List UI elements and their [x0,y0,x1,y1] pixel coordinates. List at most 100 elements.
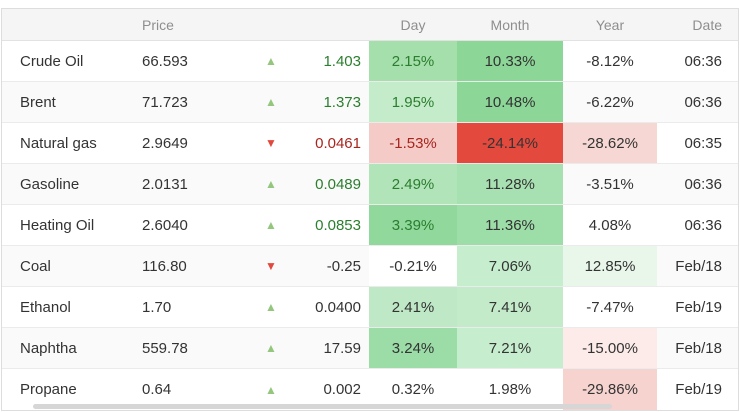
year-cell: -3.51% [586,175,634,193]
up-arrow-icon: ▲ [265,54,277,68]
month-cell: 7.06% [457,246,563,286]
month-cell: 7.21% [457,328,563,368]
table-row: Ethanol 1.70 ▲ 0.0400 2.41% 7.41% -7.47%… [2,287,738,328]
year-cell: -6.22% [586,93,634,111]
commodity-name[interactable]: Coal [20,257,51,275]
change-value: 0.0400 [315,298,361,316]
year-cell: 4.08% [588,216,632,234]
table-row: Crude Oil 66.593 ▲ 1.403 2.15% 10.33% -8… [2,41,738,82]
price-value: 2.9649 [142,134,188,152]
table-header-row: Price Day Month Year Date [2,9,738,41]
header-price: Price [142,16,174,33]
month-cell: 10.33% [457,41,563,81]
month-cell: 10.48% [457,82,563,122]
price-value: 1.70 [142,298,172,316]
header-year: Year [595,16,625,33]
change-value: 0.002 [323,381,361,398]
up-arrow-icon: ▲ [265,95,277,109]
commodity-name[interactable]: Gasoline [20,175,80,193]
day-cell: 2.41% [369,287,457,327]
year-cell: -7.47% [586,298,634,316]
month-cell: 11.36% [457,205,563,245]
month-cell: 11.28% [457,164,563,204]
change-value: 17.59 [323,339,361,357]
table-row: Heating Oil 2.6040 ▲ 0.0853 3.39% 11.36%… [2,205,738,246]
date-value: 06:36 [684,216,722,234]
up-arrow-icon: ▲ [265,341,277,355]
commodity-name[interactable]: Naphtha [20,339,77,357]
down-arrow-icon: ▼ [265,259,277,273]
arrow-cell: ▲ [241,164,301,204]
table-row: Naphtha 559.78 ▲ 17.59 3.24% 7.21% -15.0… [2,328,738,369]
commodity-name[interactable]: Heating Oil [20,216,95,234]
arrow-cell: ▲ [241,82,301,122]
date-value: 06:36 [684,175,722,193]
day-cell: 0.32% [369,369,457,410]
arrow-cell: ▲ [241,41,301,81]
change-value: 1.403 [323,52,361,70]
header-arrow-spacer [241,9,301,40]
horizontal-scrollbar-thumb[interactable] [33,404,612,409]
arrow-cell: ▲ [241,287,301,327]
price-value: 2.0131 [142,175,188,193]
header-month: Month [490,16,530,33]
year-cell: -8.12% [586,52,634,70]
change-value: 0.0853 [315,216,361,234]
date-value: 06:36 [684,93,722,111]
day-cell: 2.49% [369,164,457,204]
price-value: 0.64 [142,381,172,398]
change-value: -0.25 [326,257,361,275]
date-value: 06:36 [684,52,722,70]
price-value: 2.6040 [142,216,188,234]
up-arrow-icon: ▲ [265,177,277,191]
price-value: 116.80 [142,257,187,275]
header-day: Day [400,16,426,33]
up-arrow-icon: ▲ [265,382,277,397]
table-row: Gasoline 2.0131 ▲ 0.0489 2.49% 11.28% -3… [2,164,738,205]
day-cell: 1.95% [369,82,457,122]
year-cell: -29.86% [563,369,657,410]
header-change-spacer [301,9,369,40]
date-value: Feb/19 [675,298,722,316]
price-value: 559.78 [142,339,188,357]
year-cell: 12.85% [563,246,657,286]
commodities-table: Price Day Month Year Date Crude Oil 66.5… [1,8,739,411]
table-body: Crude Oil 66.593 ▲ 1.403 2.15% 10.33% -8… [2,41,738,410]
year-cell: -15.00% [563,328,657,368]
month-cell: 1.98% [457,369,563,410]
arrow-cell: ▼ [241,246,301,286]
arrow-cell: ▼ [241,123,301,163]
up-arrow-icon: ▲ [265,300,277,314]
day-cell: -1.53% [369,123,457,163]
month-cell: 7.41% [457,287,563,327]
header-date: Date [692,16,722,33]
commodity-name[interactable]: Ethanol [20,298,71,316]
arrow-cell: ▲ [241,328,301,368]
date-value: 06:35 [684,134,722,152]
table-row: Propane 0.64 ▲ 0.002 0.32% 1.98% -29.86%… [2,369,738,410]
down-arrow-icon: ▼ [265,136,277,150]
change-value: 0.0461 [315,134,361,152]
commodity-name[interactable]: Brent [20,93,56,111]
table-row: Natural gas 2.9649 ▼ 0.0461 -1.53% -24.1… [2,123,738,164]
date-value: Feb/18 [675,339,722,357]
change-value: 1.373 [323,93,361,111]
table-row: Brent 71.723 ▲ 1.373 1.95% 10.48% -6.22%… [2,82,738,123]
price-value: 71.723 [142,93,188,111]
commodity-name[interactable]: Propane [20,381,77,398]
commodity-name[interactable]: Natural gas [20,134,97,152]
day-cell: -0.21% [369,246,457,286]
up-arrow-icon: ▲ [265,218,277,232]
day-cell: 3.39% [369,205,457,245]
month-cell: -24.14% [457,123,563,163]
year-cell: -28.62% [563,123,657,163]
day-cell: 3.24% [369,328,457,368]
date-value: Feb/19 [675,381,722,398]
date-value: Feb/18 [675,257,722,275]
arrow-cell: ▲ [241,369,301,410]
header-name-spacer [2,9,131,40]
arrow-cell: ▲ [241,205,301,245]
table-row: Coal 116.80 ▼ -0.25 -0.21% 7.06% 12.85% … [2,246,738,287]
day-cell: 2.15% [369,41,457,81]
commodity-name[interactable]: Crude Oil [20,52,84,70]
